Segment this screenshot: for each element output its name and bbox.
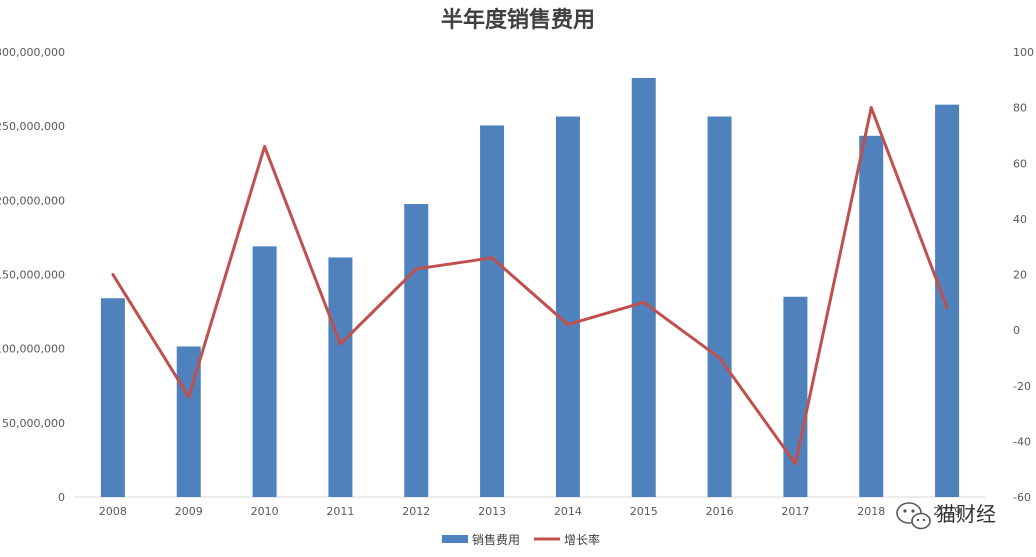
right-tick-label: -40 xyxy=(1013,435,1031,448)
bar xyxy=(555,116,580,498)
growth-point xyxy=(111,273,115,276)
legend-label-growth: 增长率 xyxy=(564,532,600,547)
left-tick-label: 100,000,000 xyxy=(0,343,65,356)
growth-point xyxy=(945,306,949,310)
growth-point xyxy=(718,356,722,360)
growth-point xyxy=(414,267,418,271)
growth-point xyxy=(869,106,873,110)
bar xyxy=(935,104,960,498)
growth-point xyxy=(642,300,646,304)
wechat-icon xyxy=(896,502,931,530)
growth-point xyxy=(263,145,267,149)
right-tick-label: 80 xyxy=(1013,102,1027,115)
bar xyxy=(328,257,353,497)
left-tick-label: 50,000,000 xyxy=(2,417,65,430)
x-tick-label: 2015 xyxy=(630,505,658,518)
x-tick-label: 2017 xyxy=(781,505,809,518)
left-tick-label: 150,000,000 xyxy=(0,269,65,282)
left-tick-label: 0 xyxy=(58,491,65,504)
legend: 销售费用 增长率 xyxy=(442,532,600,547)
right-axis: -60 -40 -20 0 20 40 60 80 100 xyxy=(1013,46,1034,504)
right-tick-label: 0 xyxy=(1013,324,1020,337)
left-tick-label: 250,000,000 xyxy=(0,120,65,133)
line-series xyxy=(111,106,949,466)
x-tick-label: 2011 xyxy=(326,505,354,518)
growth-point xyxy=(566,323,570,327)
x-tick-label: 2013 xyxy=(478,505,506,518)
legend-swatch-sales xyxy=(442,535,468,543)
right-tick-label: 60 xyxy=(1013,157,1027,170)
bar xyxy=(783,296,808,497)
right-tick-label: -60 xyxy=(1013,491,1031,504)
bar xyxy=(252,246,277,497)
bar xyxy=(631,77,656,497)
growth-point xyxy=(187,395,191,399)
left-tick-label: 300,000,000 xyxy=(0,46,65,59)
bar xyxy=(707,116,732,498)
left-tick-label: 200,000,000 xyxy=(0,194,65,207)
x-tick-label: 2016 xyxy=(706,505,734,518)
x-tick-label: 2009 xyxy=(175,505,203,518)
bar-series xyxy=(100,77,960,498)
x-axis: 2008 2009 2010 2011 2012 2013 2014 2015 2016 2017… xyxy=(99,505,961,518)
growth-line xyxy=(111,106,949,466)
bar xyxy=(404,204,429,497)
bar xyxy=(859,135,884,497)
x-tick-label: 2014 xyxy=(554,505,582,518)
watermark: 猫财经 xyxy=(896,502,996,530)
right-tick-label: 20 xyxy=(1013,269,1027,282)
right-tick-label: -20 xyxy=(1013,380,1031,393)
right-tick-label: 100 xyxy=(1013,46,1034,59)
x-tick-label: 2018 xyxy=(857,505,885,518)
x-tick-label: 2019 xyxy=(933,505,961,518)
x-tick-label: 2010 xyxy=(251,505,279,518)
chart-title: 半年度销售费用 xyxy=(441,7,595,33)
growth-point xyxy=(793,462,797,466)
bar xyxy=(100,298,125,497)
x-tick-label: 2012 xyxy=(402,505,430,518)
x-tick-label: 2008 xyxy=(99,505,127,518)
right-tick-label: 40 xyxy=(1013,213,1027,226)
watermark-text: 猫财经 xyxy=(936,502,996,526)
bar xyxy=(480,125,505,498)
growth-point xyxy=(490,256,494,260)
legend-label-sales: 销售费用 xyxy=(472,532,520,547)
growth-point xyxy=(338,342,342,346)
left-axis: 0 50,000,000 100,000,000 150,000,000 200,000… xyxy=(0,46,65,504)
